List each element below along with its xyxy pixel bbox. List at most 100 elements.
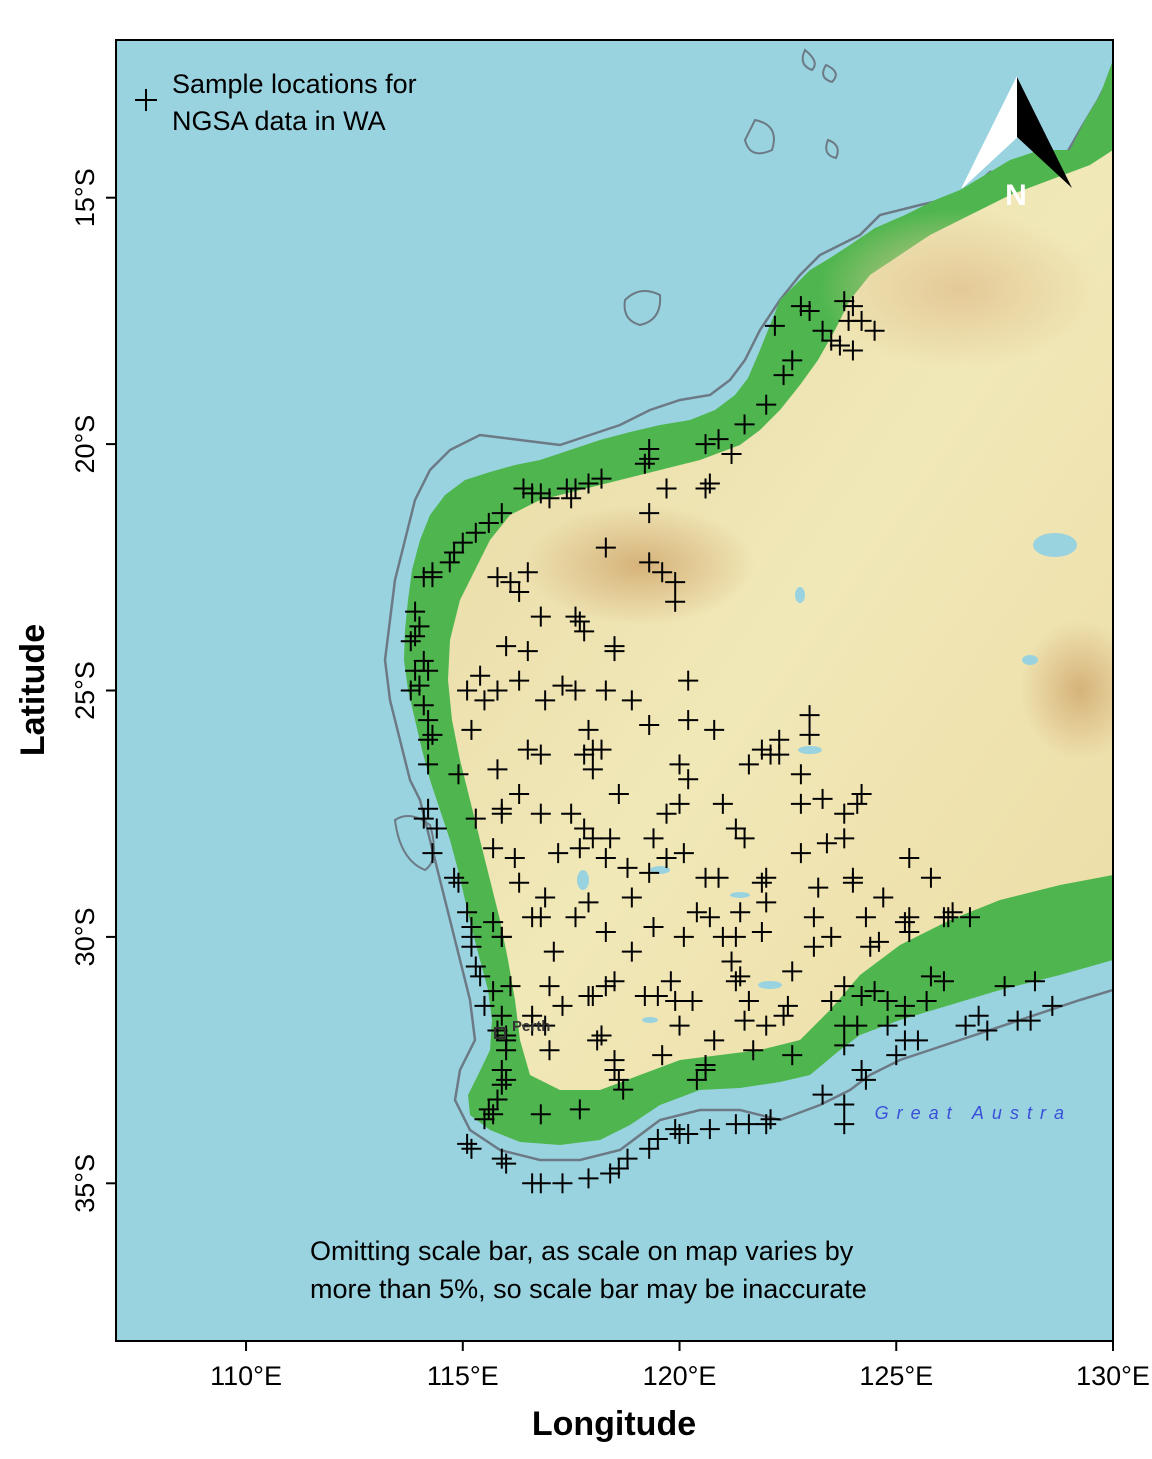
- sample-marker: [834, 976, 855, 997]
- reef-outline-5: [623, 290, 662, 327]
- lake: [798, 746, 822, 754]
- sample-marker: [491, 1148, 512, 1169]
- sample-marker: [617, 857, 638, 878]
- legend-line-2: NGSA data in WA: [172, 106, 386, 136]
- sample-marker: [708, 429, 729, 450]
- sample-marker: [552, 675, 573, 696]
- sample-marker: [613, 1079, 634, 1100]
- sample-marker: [582, 828, 603, 849]
- sample-marker: [621, 690, 642, 711]
- sample-marker: [539, 1040, 560, 1061]
- sample-marker: [491, 1005, 512, 1026]
- lake: [1033, 533, 1077, 557]
- map-panel: Perth Great Austra: [116, 40, 1113, 1341]
- sample-marker: [491, 798, 512, 819]
- lake: [730, 892, 750, 898]
- sample-marker: [842, 340, 863, 361]
- sample-marker: [1042, 995, 1063, 1016]
- sample-marker: [535, 1015, 556, 1036]
- sample-marker: [539, 976, 560, 997]
- sample-marker: [760, 1109, 781, 1130]
- sample-marker: [704, 719, 725, 740]
- sample-marker: [409, 675, 430, 696]
- sample-marker: [669, 1015, 690, 1036]
- sample-marker: [877, 990, 898, 1011]
- pilbara-uplands: [525, 505, 755, 625]
- sample-marker: [834, 1114, 855, 1135]
- sample-marker: [803, 936, 824, 957]
- sample-marker: [621, 941, 642, 962]
- sample-marker: [483, 981, 504, 1002]
- sample-marker: [665, 591, 686, 612]
- sample-marker: [561, 803, 582, 824]
- x-tick-label: 120°E: [643, 1361, 717, 1391]
- sample-marker: [665, 990, 686, 1011]
- sample-marker: [868, 931, 889, 952]
- sample-marker: [686, 902, 707, 923]
- sample-marker: [734, 414, 755, 435]
- sample-marker: [496, 636, 517, 657]
- sample-marker: [669, 793, 690, 814]
- sample-marker: [483, 838, 504, 859]
- sample-marker: [530, 606, 551, 627]
- sample-marker: [448, 764, 469, 785]
- sample-marker: [877, 1015, 898, 1036]
- sample-marker: [821, 330, 842, 351]
- sample-marker: [834, 1094, 855, 1115]
- north-arrow-right-half: [1017, 77, 1072, 188]
- sample-marker: [474, 690, 495, 711]
- lake: [758, 981, 782, 989]
- sample-marker: [574, 818, 595, 839]
- y-tick-label: 20°S: [70, 415, 100, 474]
- sample-marker: [808, 877, 829, 898]
- sample-marker: [491, 1074, 512, 1095]
- kimberley-uplands: [820, 210, 1100, 370]
- sample-marker: [478, 1099, 499, 1120]
- sample-marker: [439, 552, 460, 573]
- sample-marker: [864, 320, 885, 341]
- sample-marker: [608, 1158, 629, 1179]
- x-tick-label: 115°E: [427, 1361, 499, 1391]
- sample-marker: [413, 650, 434, 671]
- sample-marker: [595, 848, 616, 869]
- reef-outline-3: [743, 118, 775, 155]
- sample-marker: [539, 488, 560, 509]
- x-tick-label: 130°E: [1076, 1361, 1150, 1391]
- sample-marker: [656, 803, 677, 824]
- sample-marker: [639, 448, 660, 469]
- sample-marker: [886, 1045, 907, 1066]
- sample-marker: [461, 1138, 482, 1159]
- sample-marker: [699, 1119, 720, 1140]
- sample-marker: [816, 833, 837, 854]
- note-line-1: Omitting scale bar, as scale on map vari…: [310, 1236, 854, 1266]
- sample-marker: [812, 788, 833, 809]
- sample-marker: [734, 1010, 755, 1031]
- sample-marker: [491, 503, 512, 524]
- sample-marker: [565, 680, 586, 701]
- legend-line-1: Sample locations for: [172, 69, 417, 99]
- sample-marker: [842, 872, 863, 893]
- sample-marker: [829, 335, 850, 356]
- shelf-outline: [383, 69, 1113, 1162]
- sample-marker: [530, 907, 551, 928]
- y-tick-label: 25°S: [70, 661, 100, 720]
- sample-marker: [465, 808, 486, 829]
- place-label: Perth: [512, 1018, 550, 1035]
- sample-marker: [509, 581, 530, 602]
- sample-marker: [673, 843, 694, 864]
- sample-marker: [821, 990, 842, 1011]
- sample-marker: [474, 1109, 495, 1130]
- sample-marker: [621, 887, 642, 908]
- sample-marker: [535, 690, 556, 711]
- sample-marker: [834, 1035, 855, 1056]
- sample-marker: [548, 843, 569, 864]
- sample-marker: [578, 719, 599, 740]
- sample-marker: [448, 872, 469, 893]
- sample-marker: [509, 670, 530, 691]
- sample-marker: [734, 828, 755, 849]
- sample-marker: [530, 1173, 551, 1194]
- sample-marker: [569, 1099, 590, 1120]
- y-tick-label: 30°S: [70, 907, 100, 966]
- sample-marker: [790, 764, 811, 785]
- sample-marker: [743, 1040, 764, 1061]
